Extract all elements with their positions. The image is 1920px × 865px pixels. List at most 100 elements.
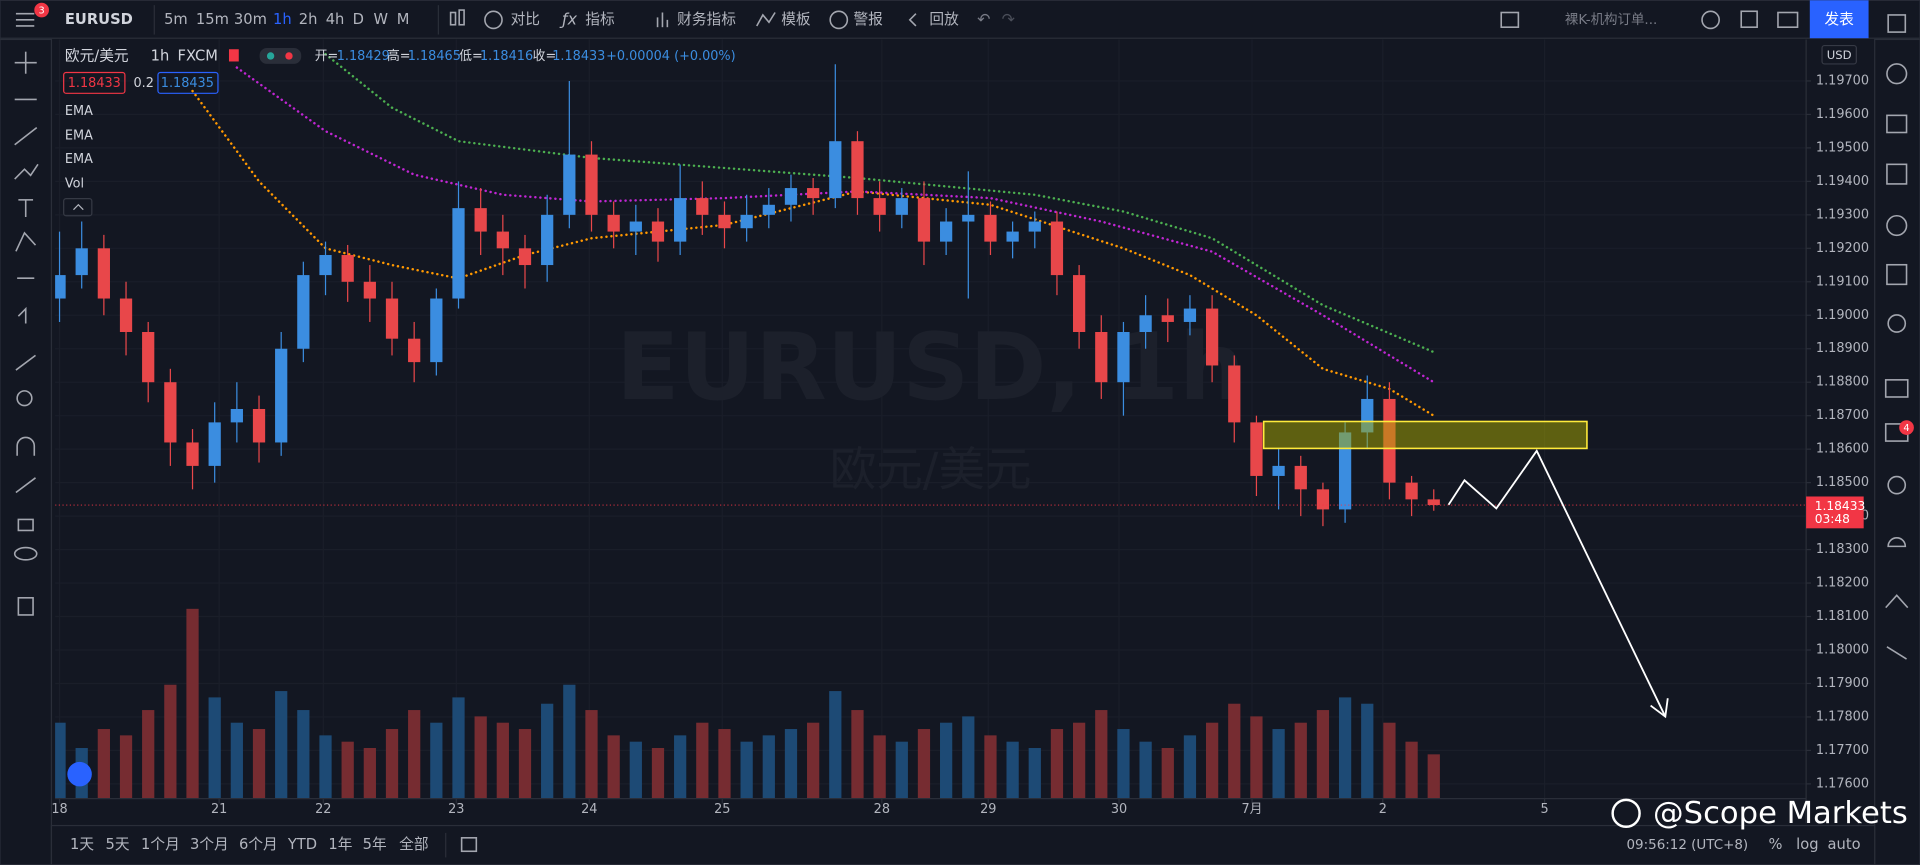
undo-icon[interactable]: ↶: [977, 9, 990, 28]
projection-arrow[interactable]: [1447, 449, 1667, 717]
menu-icon[interactable]: [15, 12, 35, 27]
interval[interactable]: 30m: [234, 11, 267, 28]
tool-icons[interactable]: [13, 51, 39, 616]
interval[interactable]: 2h: [299, 11, 318, 28]
volume-bar: [917, 729, 931, 799]
y-tick-label: 1.19200: [1816, 241, 1869, 256]
last-price-label: 1.18433: [1815, 499, 1866, 513]
badge: [34, 2, 49, 18]
y-tick-label: 1.17700: [1816, 743, 1869, 758]
interval[interactable]: 5m: [164, 11, 188, 28]
candle-body: [452, 208, 465, 299]
snapshot-icon[interactable]: [1777, 11, 1799, 28]
range[interactable]: 1年: [328, 836, 352, 853]
indicator[interactable]: Vol: [65, 176, 84, 191]
volume-bar: [1383, 722, 1396, 799]
candle-body: [1161, 315, 1174, 322]
interval[interactable]: 4h: [326, 11, 345, 28]
status-pill: [259, 48, 302, 64]
volume-bar: [142, 710, 155, 799]
volume-bar: [97, 729, 110, 799]
interval-active[interactable]: 1h: [273, 11, 292, 28]
settings-icon[interactable]: [1701, 10, 1720, 30]
logo: [67, 761, 92, 787]
volume-bar: [851, 710, 864, 799]
toolbar-button[interactable]: 模板: [781, 10, 811, 28]
ohlc-label: 高=: [387, 48, 411, 64]
candle-body: [962, 214, 975, 222]
currency-badge[interactable]: [1821, 44, 1857, 65]
range[interactable]: 5年: [363, 836, 387, 853]
candle-body: [607, 214, 620, 232]
sidebar-icons[interactable]: [1884, 14, 1909, 660]
toolbar-button[interactable]: 财务指标: [677, 11, 736, 28]
volume-bar: [1361, 703, 1374, 799]
candle-body: [629, 221, 642, 232]
candle-body: [208, 422, 221, 466]
range[interactable]: 1个月: [141, 836, 180, 853]
chart-type-icon[interactable]: [449, 9, 465, 26]
candle-body: [1117, 331, 1130, 383]
range[interactable]: YTD: [287, 836, 317, 853]
x-tick-label: 25: [714, 802, 730, 817]
volume-bar: [1316, 710, 1330, 799]
collapse-button[interactable]: [63, 198, 93, 217]
layout-name[interactable]: 裸K-机构订单...: [1565, 12, 1657, 28]
toolbar-button[interactable]: 警报: [853, 11, 883, 28]
badge-text: 3: [39, 6, 45, 17]
fullscreen-icon[interactable]: [1740, 10, 1758, 28]
ask-box[interactable]: [157, 71, 219, 94]
interval[interactable]: M: [397, 11, 410, 28]
alert-icon: [829, 10, 849, 30]
candle-body: [807, 188, 820, 199]
goto-date-icon[interactable]: [460, 837, 478, 853]
candle-body: [363, 281, 376, 299]
x-tick-label: 2: [1379, 802, 1387, 817]
y-tick-label: 1.18900: [1816, 341, 1869, 356]
candle-body: [1205, 308, 1219, 366]
volume-bar: [740, 741, 753, 799]
zone-box[interactable]: [1262, 420, 1588, 450]
candle-body: [164, 382, 177, 443]
interval[interactable]: 15m: [196, 11, 229, 28]
candle-body: [1427, 499, 1440, 506]
range[interactable]: 3个月: [190, 836, 229, 853]
toolbar-button[interactable]: 对比: [511, 11, 540, 28]
volume-bar: [1272, 729, 1285, 799]
range[interactable]: 1天: [70, 836, 94, 853]
indicator[interactable]: EMA: [65, 104, 93, 119]
volume-bar: [341, 741, 354, 799]
indicator[interactable]: EMA: [65, 152, 93, 167]
range[interactable]: 5天: [106, 836, 130, 853]
volume-bar: [1139, 741, 1152, 799]
symbol[interactable]: EURUSD: [65, 11, 133, 28]
volume-bar: [186, 608, 199, 799]
y-tick-label: 1.19100: [1816, 274, 1869, 289]
candle-body: [1072, 275, 1086, 332]
indicator[interactable]: EMA: [65, 129, 93, 144]
candle-body: [430, 298, 443, 363]
bid-box[interactable]: [63, 71, 126, 94]
interval[interactable]: D: [353, 11, 364, 28]
x-tick-label: 28: [874, 802, 890, 817]
scale-option[interactable]: auto: [1828, 836, 1861, 853]
scale-option[interactable]: %: [1769, 836, 1783, 853]
y-tick-label: 1.18800: [1816, 375, 1869, 390]
toolbar-button[interactable]: 指标: [585, 11, 615, 28]
publish-button[interactable]: [1809, 0, 1869, 39]
fx-icon: ƒx: [559, 9, 578, 28]
scale-option[interactable]: log: [1796, 836, 1818, 853]
publish-text: 发表: [1824, 11, 1854, 28]
layout-icon[interactable]: [1500, 11, 1520, 28]
toolbar-button[interactable]: 回放: [929, 11, 959, 28]
volume-bar: [1405, 741, 1418, 799]
countdown: 03:48: [1815, 512, 1850, 526]
range[interactable]: 全部: [399, 835, 428, 853]
candle-body: [851, 141, 864, 199]
plot: [55, 52, 1807, 799]
candle-body: [762, 204, 775, 215]
candle-body: [275, 348, 288, 443]
range[interactable]: 6个月: [239, 836, 278, 853]
interval[interactable]: W: [373, 11, 388, 28]
y-tick-label: 1.18300: [1816, 542, 1869, 557]
